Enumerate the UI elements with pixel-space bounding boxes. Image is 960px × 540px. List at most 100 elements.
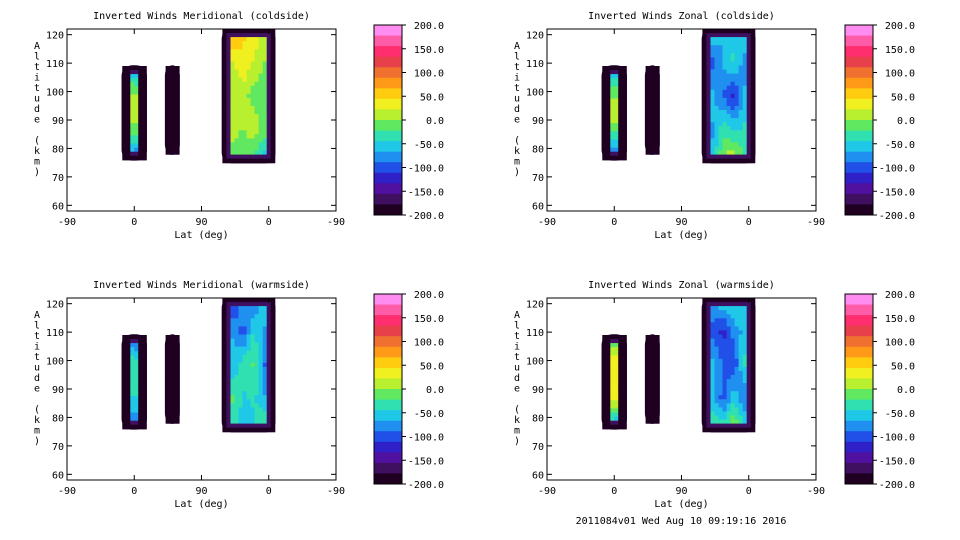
contour-cell [266, 81, 272, 87]
contour-cell [730, 85, 736, 91]
contour-cell [702, 379, 707, 384]
contour-cell [742, 33, 748, 38]
contour-cell [172, 407, 176, 412]
contour-cell [222, 101, 227, 107]
contour-cell [270, 419, 276, 425]
y-label-char: ( [34, 405, 40, 416]
contour-cell [706, 69, 711, 75]
contour-cell [742, 49, 748, 54]
contour-cell [706, 346, 711, 352]
contour-cell [134, 70, 139, 75]
contour-cell [622, 367, 627, 373]
contour-cell [262, 354, 268, 360]
contour-cell [170, 130, 173, 135]
contour-cell [238, 375, 244, 380]
contour-cell [167, 387, 171, 392]
x-tick-label: -90 [538, 217, 556, 228]
y-label-char: e [514, 384, 520, 395]
contour-cell [176, 411, 180, 416]
contour-cell [742, 61, 748, 67]
contour-cell [645, 66, 649, 71]
contour-cell [618, 70, 623, 75]
contour-cell [738, 97, 744, 103]
contour-cell [126, 388, 131, 393]
contour-cell [750, 334, 756, 340]
x-axis-label: Lat (deg) [174, 499, 228, 510]
contour-cell [266, 354, 272, 360]
contour-cell [238, 395, 244, 400]
contour-cell [172, 375, 176, 380]
contour-cell [122, 363, 127, 369]
contour-cell [176, 138, 180, 143]
contour-cell [652, 343, 656, 348]
contour-cell [722, 122, 728, 127]
colorbar-swatch [374, 441, 402, 453]
contour-cell [710, 114, 716, 119]
contour-cell [130, 383, 135, 389]
contour-cell [610, 131, 615, 136]
contour-cell [230, 383, 236, 388]
contour-cell [254, 106, 260, 111]
contour-cell [130, 131, 135, 136]
contour-cell [610, 139, 615, 145]
contour-cell [738, 57, 744, 63]
contour-cell [652, 118, 656, 123]
contour-cell [242, 358, 248, 364]
contour-cell [602, 90, 607, 96]
contour-cell [238, 110, 244, 115]
contour-cell [126, 396, 131, 401]
contour-cell [254, 85, 260, 91]
contour-cell [734, 375, 740, 380]
contour-cell [606, 343, 611, 348]
contour-cell [230, 93, 236, 99]
contour-cell [645, 347, 649, 352]
contour-cell [734, 114, 740, 119]
contour-cell [165, 78, 169, 83]
contour-cell [726, 298, 732, 303]
chart-panel-1: Inverted Winds Meridional (coldside)6070… [34, 11, 444, 241]
contour-cell [656, 335, 660, 340]
contour-cell [270, 383, 276, 388]
chart-title: Inverted Winds Meridional (coldside) [93, 11, 310, 22]
contour-cell [746, 334, 752, 340]
contour-cell [250, 110, 256, 115]
contour-cell [726, 126, 732, 131]
contour-cell [174, 363, 178, 368]
contour-cell [167, 355, 171, 360]
contour-cell [167, 399, 171, 404]
contour-cell [172, 90, 176, 95]
contour-cell [734, 122, 740, 127]
contour-cell [242, 298, 248, 303]
contour-cell [270, 298, 276, 303]
contour-outline [601, 334, 627, 430]
contour-cell [656, 347, 660, 352]
y-tick-label: 100 [526, 88, 544, 99]
contour-cell [222, 73, 227, 79]
contour-cell [726, 306, 732, 311]
contour-cell [258, 41, 264, 46]
contour-cell [258, 69, 264, 75]
contour-cell [718, 158, 724, 164]
contour-cell [650, 118, 653, 123]
contour-cell [242, 334, 248, 340]
contour-cell [238, 138, 244, 144]
contour-cell [242, 362, 248, 368]
contour-cell [618, 78, 623, 83]
contour-cell [246, 403, 252, 408]
contour-cell [734, 65, 740, 71]
contour-cell [650, 399, 653, 404]
contour-cell [258, 126, 264, 131]
colorbar-label: 50.0 [420, 92, 444, 103]
contour-cell [702, 399, 707, 404]
contour-cell [722, 403, 728, 408]
contour-cell [622, 74, 627, 79]
contour-cell [238, 126, 244, 131]
contour-cell [174, 379, 178, 384]
contour-cell [222, 322, 227, 327]
contour-cell [622, 388, 627, 393]
contour-cell [266, 106, 272, 111]
contour-cell [706, 338, 711, 344]
contour-cell [262, 379, 268, 384]
contour-cell [234, 126, 240, 131]
contour-cell [645, 82, 649, 87]
